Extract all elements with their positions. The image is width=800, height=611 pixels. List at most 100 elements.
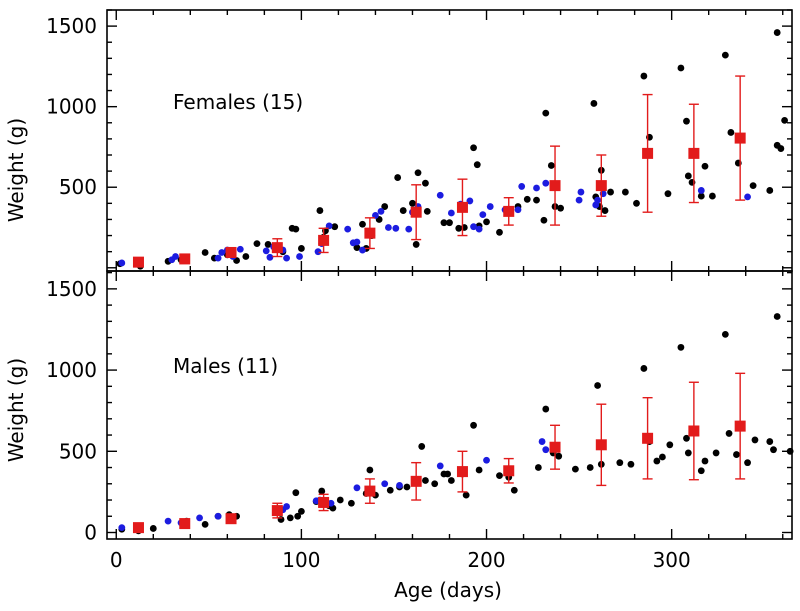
black-point [277,516,285,523]
black-point [292,489,300,497]
y-tick-label-males: 1000 [46,358,97,382]
black-point [751,436,759,444]
mean-marker [595,180,607,192]
blue-point [214,254,222,262]
black-point [412,241,420,248]
blue-point [262,247,270,255]
black-point [677,343,685,351]
blue-point [164,517,172,525]
blue-point [483,456,490,464]
black-point [701,457,709,465]
black-point [483,218,490,226]
black-point [664,190,672,198]
black-point [770,446,777,454]
panel-title-females: Females (15) [173,90,303,114]
black-point [533,196,540,204]
mean-marker [734,132,746,144]
black-point [677,64,685,72]
blue-point [196,514,203,522]
black-point [294,512,302,520]
black-point [725,430,733,437]
black-point [721,330,729,338]
blue-point [172,253,179,260]
blue-point [475,225,483,233]
blue-point [405,225,413,233]
black-point [590,100,598,107]
black-point [297,245,305,252]
mean-marker [456,201,468,213]
black-point [510,486,518,494]
blue-point [283,254,290,262]
blue-point [470,223,477,231]
black-point [786,447,794,455]
mean-marker [503,465,515,477]
black-point [744,459,751,467]
x-tick-label: 0 [110,548,123,572]
black-point [423,207,431,215]
black-point [684,449,692,457]
blue-point [436,191,444,199]
blue-point [353,484,361,492]
black-point [201,249,209,256]
black-point [586,464,594,471]
mean-marker [271,242,283,254]
black-point [773,313,781,320]
black-point [353,244,361,252]
black-point [331,223,339,231]
black-point [601,207,609,214]
black-point [712,449,720,457]
blue-point [542,446,550,454]
black-point [659,453,666,461]
mean-marker [688,147,700,159]
blue-point [327,499,335,507]
black-point [318,487,326,495]
blue-point [396,482,403,489]
black-point [264,241,272,248]
black-point [381,203,389,210]
blue-point [353,238,361,246]
black-point [701,162,709,170]
mean-marker [364,485,376,497]
black-point [316,207,324,214]
blue-point [479,211,487,219]
blue-point [538,438,546,445]
black-point [523,195,531,203]
blue-point [118,524,126,532]
black-point [496,472,503,480]
mean-marker [410,475,422,487]
black-point [540,216,548,224]
black-point [640,72,648,80]
mean-marker [688,425,700,437]
mean-marker [549,180,561,192]
black-point [366,466,374,474]
black-point [766,438,774,445]
x-axis-label: Age (days) [394,578,502,602]
black-point [359,220,366,228]
mean-marker [179,518,191,530]
black-point [684,172,692,180]
mean-marker [318,234,330,246]
plot-area-females: 500 1000 1500 [46,9,793,272]
black-point [496,228,503,236]
black-point [727,129,735,136]
mean-marker [179,253,191,265]
y-tick-label-females: 500 [59,175,97,199]
black-point [594,382,602,389]
blue-point [542,179,550,187]
black-point [462,491,470,499]
mean-marker [595,439,607,451]
x-tick-label: 100 [282,548,320,572]
mean-marker [642,432,654,444]
blue-point [377,207,385,215]
black-point [149,525,157,532]
y-tick-label-females: 1500 [46,14,97,38]
black-point [444,470,452,478]
mean-marker [271,505,283,517]
black-point [336,496,344,504]
mean-marker [318,496,330,508]
blue-point [533,184,540,192]
black-point [557,204,564,212]
blue-point [518,183,526,190]
mean-marker [642,147,654,159]
black-point [440,219,448,227]
